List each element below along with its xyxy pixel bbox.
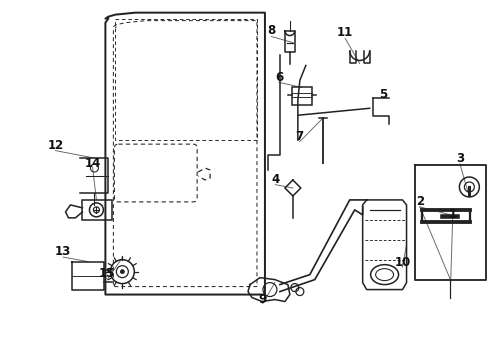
Text: 13: 13 (55, 245, 72, 258)
Text: 10: 10 (394, 256, 411, 269)
Text: 2: 2 (416, 195, 424, 208)
Text: 14: 14 (84, 157, 101, 170)
Text: 4: 4 (271, 173, 279, 186)
Bar (82, 200, 112, 220)
Text: 5: 5 (379, 88, 387, 101)
Text: 11: 11 (337, 26, 353, 39)
Text: 3: 3 (456, 152, 464, 165)
Text: 6: 6 (275, 71, 283, 84)
Text: 12: 12 (48, 139, 64, 152)
Text: 8: 8 (267, 24, 275, 37)
Circle shape (121, 270, 124, 274)
Text: 15: 15 (99, 267, 116, 280)
Text: 1: 1 (449, 208, 457, 221)
Bar (292, 87, 312, 105)
Text: 7: 7 (295, 130, 304, 144)
Text: 9: 9 (258, 293, 267, 306)
